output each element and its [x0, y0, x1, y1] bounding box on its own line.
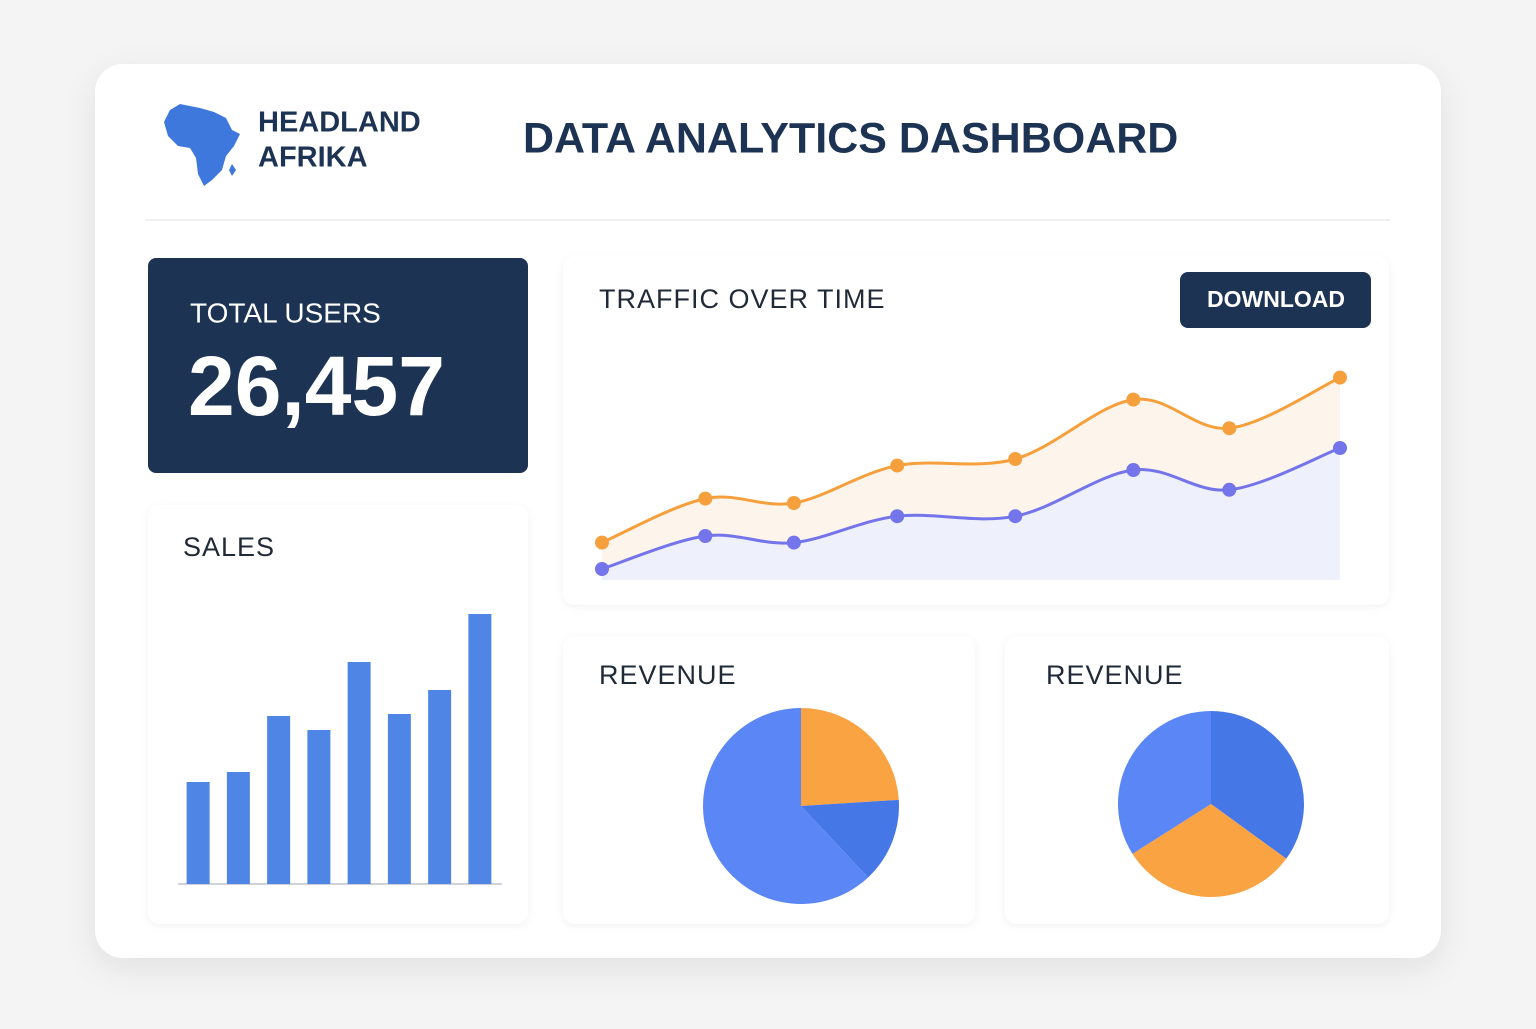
brand: HEADLAND	[258, 107, 421, 139]
kpi-card	[148, 258, 528, 473]
point	[698, 491, 713, 506]
line	[601, 446, 1341, 571]
pie-slice	[1118, 710, 1211, 854]
point	[890, 458, 905, 473]
button-label[interactable]: DOWNLOAD	[1207, 286, 1345, 312]
point	[1126, 463, 1141, 477]
point	[786, 535, 801, 550]
pie-slice	[801, 799, 899, 878]
chart-title: SALES	[183, 532, 275, 562]
point	[595, 535, 609, 550]
bar	[307, 730, 331, 884]
logo	[164, 104, 240, 186]
point	[1008, 452, 1023, 466]
chart-title: REVENUE	[1046, 660, 1184, 690]
bar	[226, 772, 250, 884]
point	[1333, 441, 1347, 455]
pie-slice	[1132, 804, 1287, 897]
point	[698, 529, 713, 543]
brand: AFRIKA	[258, 142, 368, 174]
pie-slice	[801, 708, 899, 806]
pie-slice	[702, 708, 869, 904]
point	[1222, 482, 1237, 497]
bar	[267, 716, 291, 884]
area	[602, 448, 1340, 580]
bar	[387, 714, 411, 884]
point	[890, 509, 905, 524]
bar	[468, 614, 492, 884]
chart-title: REVENUE	[599, 660, 737, 690]
point	[1222, 421, 1237, 436]
point	[1126, 392, 1141, 407]
point	[1008, 509, 1023, 524]
point	[786, 496, 801, 510]
bar	[186, 782, 210, 884]
pie-slice	[1211, 710, 1304, 859]
download-button[interactable]: DOWNLOAD	[1180, 272, 1371, 328]
point	[595, 562, 609, 576]
bar	[428, 690, 452, 884]
button-bg[interactable]	[1180, 272, 1371, 328]
kpi-value: 26,457	[188, 339, 445, 433]
kpi-label: TOTAL USERS	[190, 297, 381, 328]
point	[1333, 370, 1347, 385]
bar	[347, 662, 371, 884]
page-title: DATA ANALYTICS DASHBOARD	[523, 114, 1178, 162]
chart-title: TRAFFIC OVER TIME	[599, 284, 886, 314]
